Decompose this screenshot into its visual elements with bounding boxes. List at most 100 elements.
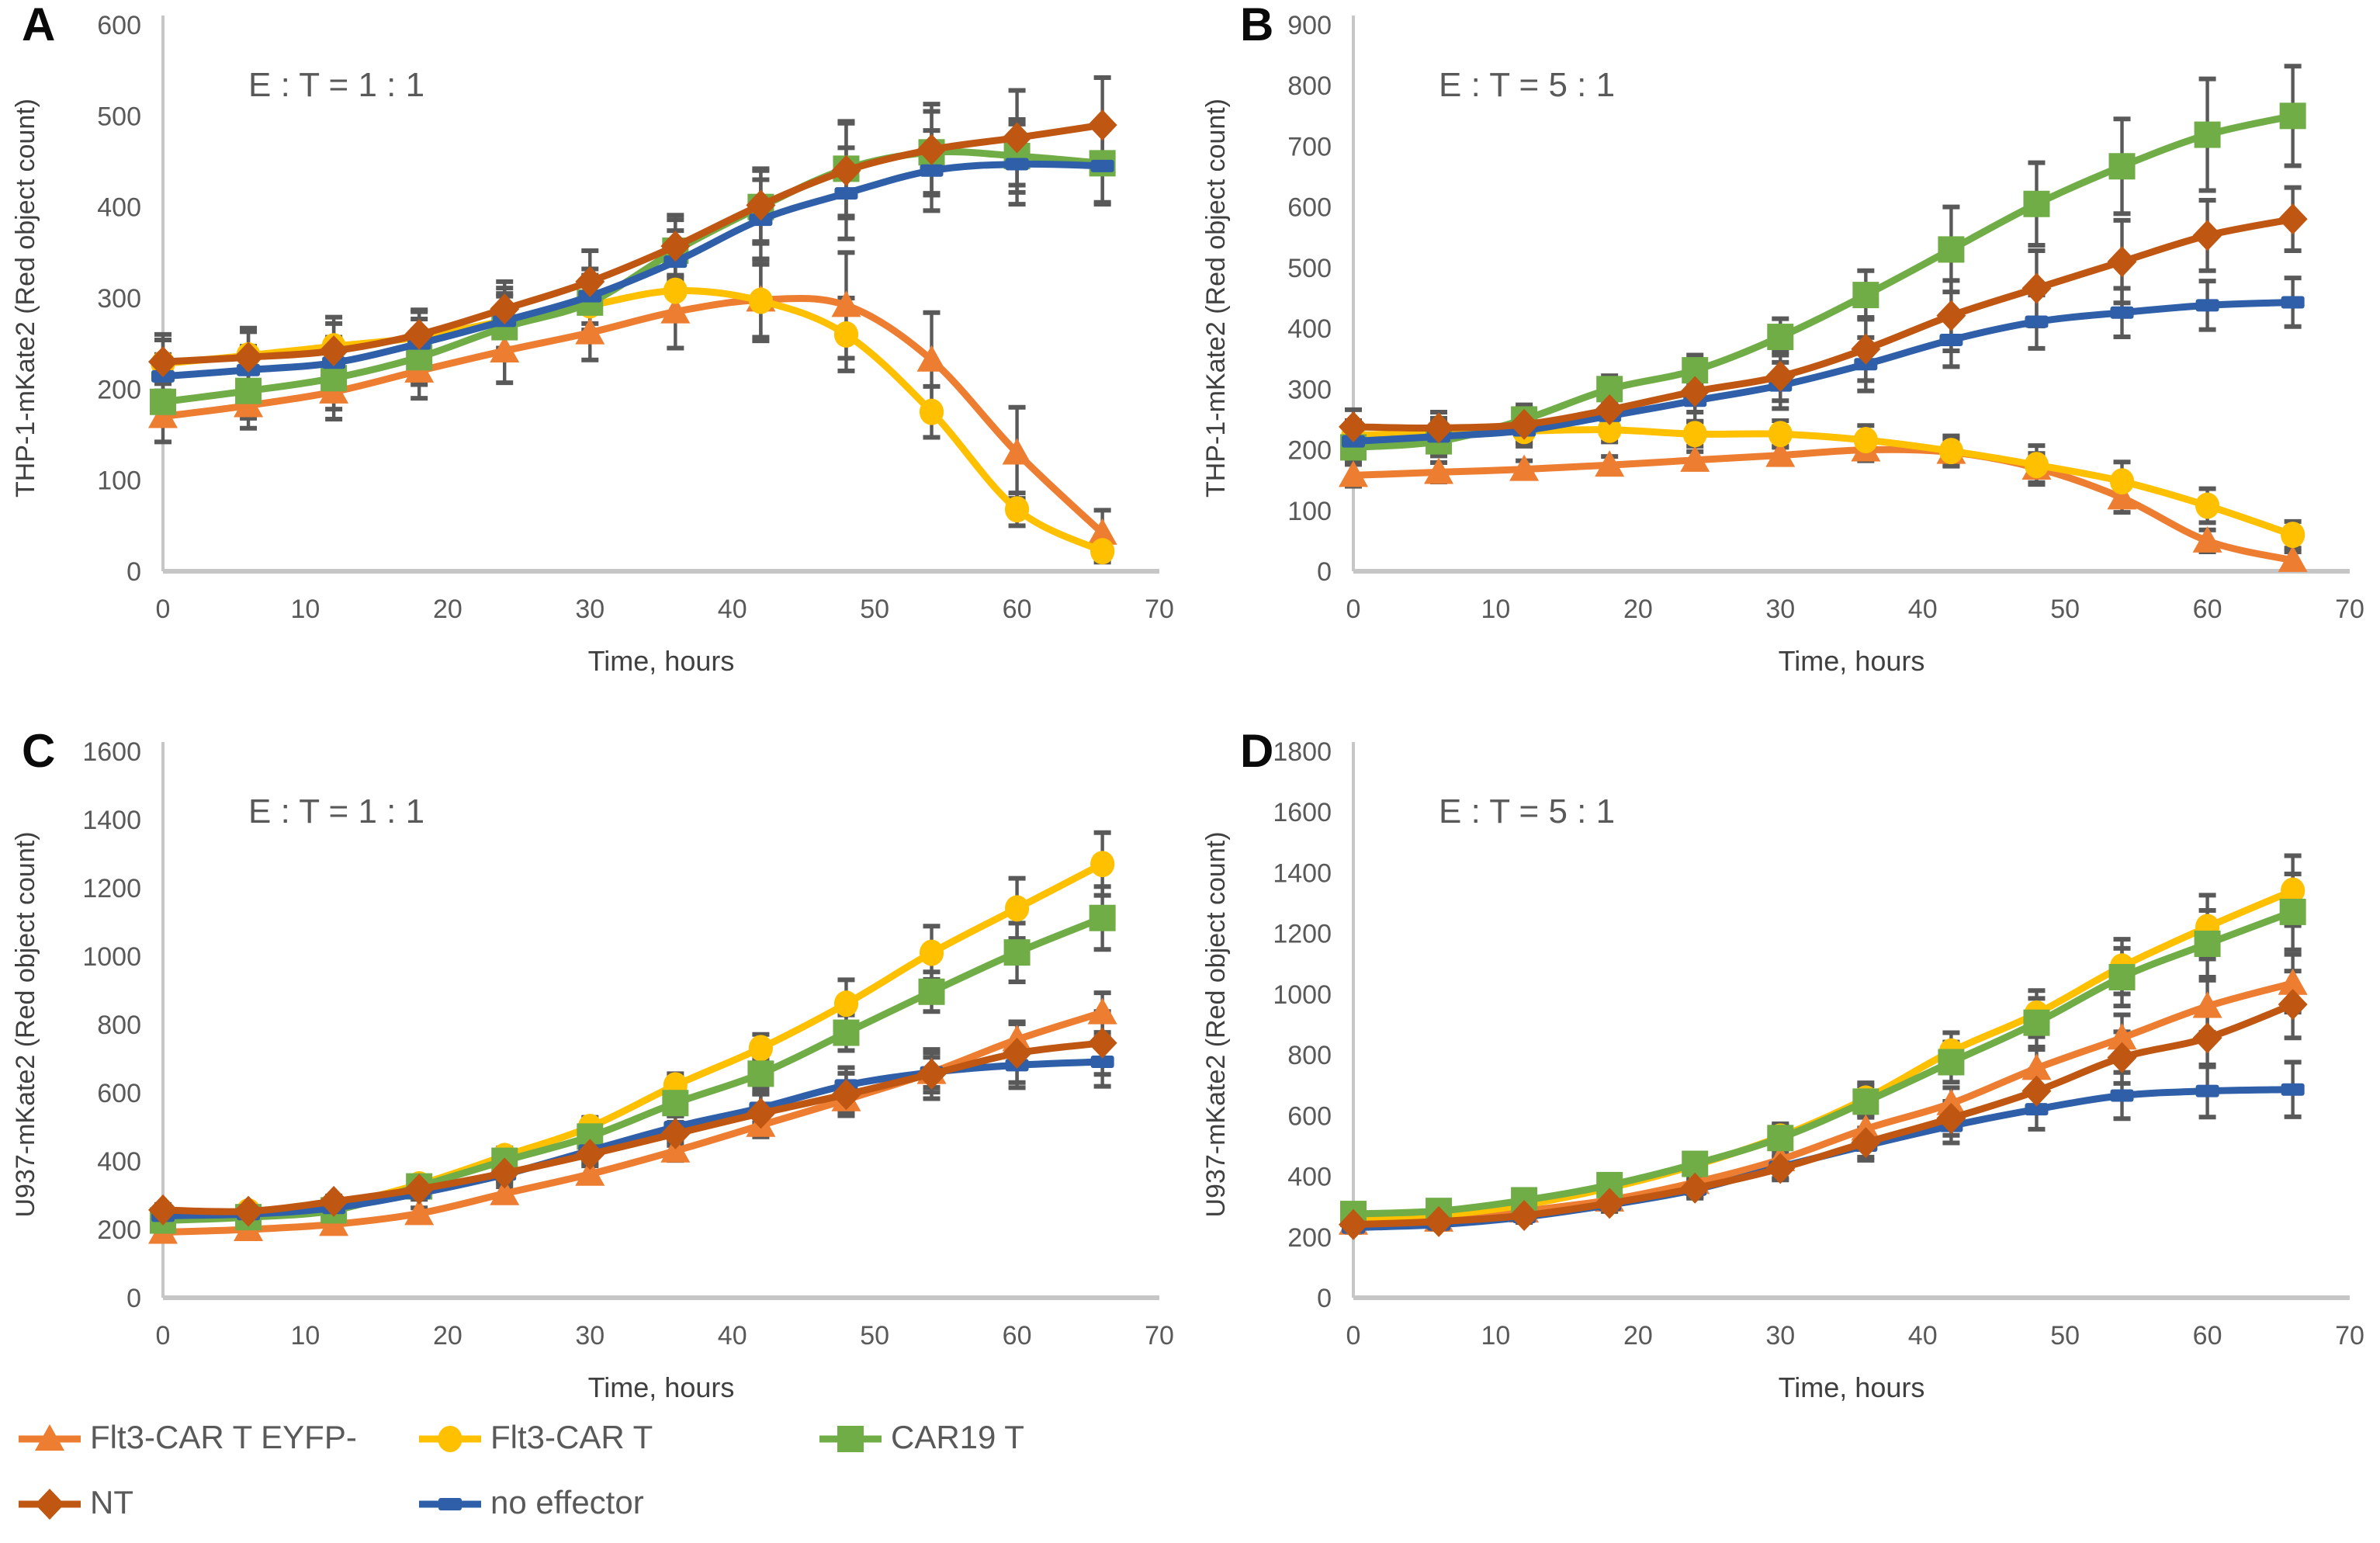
svg-text:10: 10 xyxy=(1481,1321,1511,1351)
legend-row-1: Flt3-CAR T EYFP- Flt3-CAR T CAR19 T xyxy=(19,1406,1571,1472)
panel-b-letter: B xyxy=(1240,0,1274,51)
svg-text:E : T = 1 : 1: E : T = 1 : 1 xyxy=(248,66,424,104)
svg-text:30: 30 xyxy=(1765,595,1795,624)
svg-text:700: 700 xyxy=(1287,132,1332,161)
svg-text:500: 500 xyxy=(97,102,141,131)
legend-item-flt3-car-t: Flt3-CAR T xyxy=(419,1420,819,1458)
svg-text:400: 400 xyxy=(97,1147,141,1177)
svg-text:40: 40 xyxy=(718,595,747,624)
svg-text:1200: 1200 xyxy=(1273,920,1332,949)
panel-b: B 0 100 200 300 400 500 600 700 800 900 0 10 20 30 40 5… xyxy=(1190,0,2380,706)
svg-text:1600: 1600 xyxy=(1273,798,1332,827)
svg-text:30: 30 xyxy=(575,595,605,624)
panel-d-letter: D xyxy=(1240,726,1274,778)
svg-text:60: 60 xyxy=(1003,595,1032,624)
triangle-marker-icon xyxy=(19,1420,81,1458)
svg-text:100: 100 xyxy=(1287,497,1332,526)
svg-text:0: 0 xyxy=(1317,557,1332,587)
svg-text:70: 70 xyxy=(1145,595,1174,624)
circle-marker-icon xyxy=(419,1420,481,1458)
square-marker-icon xyxy=(819,1420,882,1458)
panel-d: D 0 200 400 600 800 1000 1200 1400 1600 1800 0 10 20… xyxy=(1190,726,2380,1433)
legend-label: CAR19 T xyxy=(891,1420,1024,1456)
legend-label: Flt3-CAR T xyxy=(490,1420,653,1456)
svg-text:0: 0 xyxy=(1346,1321,1361,1351)
svg-text:10: 10 xyxy=(291,595,320,624)
svg-text:50: 50 xyxy=(2050,1321,2080,1351)
svg-text:THP-1-mKate2 (Red object count: THP-1-mKate2 (Red object count) xyxy=(11,99,40,498)
svg-text:0: 0 xyxy=(156,1321,171,1351)
svg-text:THP-1-mKate2 (Red object count: THP-1-mKate2 (Red object count) xyxy=(1201,99,1231,498)
svg-text:70: 70 xyxy=(2335,1321,2364,1351)
svg-text:20: 20 xyxy=(433,595,462,624)
chart-thp1-1to1: 0 100 200 300 400 500 600 0 10 20 30 40 50 60 70 Time, … xyxy=(0,0,1190,706)
svg-text:40: 40 xyxy=(1908,595,1938,624)
svg-text:E : T = 5 : 1: E : T = 5 : 1 xyxy=(1439,792,1615,830)
svg-text:60: 60 xyxy=(2193,595,2222,624)
svg-text:30: 30 xyxy=(1765,1321,1795,1351)
chart-thp1-5to1: 0 100 200 300 400 500 600 700 800 900 0 10 20 30 40 50 6… xyxy=(1190,0,2380,706)
svg-text:300: 300 xyxy=(97,284,141,314)
svg-text:300: 300 xyxy=(1287,375,1332,404)
panel-c-letter: C xyxy=(22,726,56,778)
svg-text:600: 600 xyxy=(1287,193,1332,223)
legend-item-no-effector: no effector xyxy=(419,1486,644,1523)
svg-text:Time, hours: Time, hours xyxy=(1779,645,1925,677)
svg-text:20: 20 xyxy=(1623,1321,1653,1351)
svg-text:1800: 1800 xyxy=(1273,737,1332,767)
svg-text:60: 60 xyxy=(2193,1321,2222,1351)
svg-text:400: 400 xyxy=(97,193,141,223)
svg-text:0: 0 xyxy=(126,557,141,587)
svg-text:100: 100 xyxy=(97,466,141,496)
panel-a-letter: A xyxy=(22,0,56,51)
svg-text:800: 800 xyxy=(1287,1041,1332,1070)
svg-text:20: 20 xyxy=(433,1321,462,1351)
svg-text:60: 60 xyxy=(1003,1321,1032,1351)
legend: Flt3-CAR T EYFP- Flt3-CAR T CAR19 T NT xyxy=(19,1406,1571,1537)
legend-label: no effector xyxy=(490,1486,644,1521)
legend-item-nt: NT xyxy=(19,1486,419,1523)
svg-text:Time, hours: Time, hours xyxy=(588,645,735,677)
svg-text:1000: 1000 xyxy=(1273,980,1332,1010)
svg-text:50: 50 xyxy=(2050,595,2080,624)
svg-text:0: 0 xyxy=(126,1284,141,1313)
svg-text:1000: 1000 xyxy=(82,942,141,972)
chart-u937-1to1: 0 200 400 600 800 1000 1200 1400 1600 0 10 20 30 40 50… xyxy=(0,726,1190,1433)
svg-text:600: 600 xyxy=(97,1079,141,1108)
svg-text:0: 0 xyxy=(156,595,171,624)
svg-text:E : T = 5 : 1: E : T = 5 : 1 xyxy=(1439,66,1615,104)
svg-text:70: 70 xyxy=(2335,595,2364,624)
svg-text:Time, hours: Time, hours xyxy=(1779,1371,1925,1403)
svg-text:1600: 1600 xyxy=(82,737,141,767)
svg-text:400: 400 xyxy=(1287,1163,1332,1192)
svg-text:600: 600 xyxy=(1287,1101,1332,1131)
svg-text:U937-mKate2 (Red object count): U937-mKate2 (Red object count) xyxy=(11,831,40,1217)
svg-text:10: 10 xyxy=(291,1321,320,1351)
svg-text:40: 40 xyxy=(1908,1321,1938,1351)
svg-text:Time, hours: Time, hours xyxy=(588,1371,735,1403)
legend-label: Flt3-CAR T EYFP- xyxy=(90,1420,357,1456)
legend-row-2: NT no effector xyxy=(19,1472,1571,1537)
svg-text:40: 40 xyxy=(718,1321,747,1351)
svg-text:200: 200 xyxy=(1287,436,1332,466)
svg-text:0: 0 xyxy=(1346,595,1361,624)
svg-text:400: 400 xyxy=(1287,314,1332,344)
svg-text:900: 900 xyxy=(1287,11,1332,40)
svg-text:1400: 1400 xyxy=(82,806,141,835)
panel-a: A 0 100 200 300 400 500 600 0 10 20 30 40 50 60 70 Time… xyxy=(0,0,1190,706)
svg-text:20: 20 xyxy=(1623,595,1653,624)
svg-text:50: 50 xyxy=(860,1321,889,1351)
dash-marker-icon xyxy=(419,1486,481,1523)
diamond-marker-icon xyxy=(19,1486,81,1523)
svg-text:200: 200 xyxy=(97,375,141,404)
svg-text:U937-mKate2 (Red object count): U937-mKate2 (Red object count) xyxy=(1201,831,1231,1217)
svg-text:1400: 1400 xyxy=(1273,858,1332,888)
chart-u937-5to1: 0 200 400 600 800 1000 1200 1400 1600 1800 0 10 20 30… xyxy=(1190,726,2380,1433)
svg-text:0: 0 xyxy=(1317,1284,1332,1313)
panel-c: C 0 200 400 600 800 1000 1200 1400 1600 0 10 20 30 40… xyxy=(0,726,1190,1433)
legend-label: NT xyxy=(90,1486,133,1521)
svg-text:30: 30 xyxy=(575,1321,605,1351)
svg-text:E : T = 1 : 1: E : T = 1 : 1 xyxy=(248,792,424,830)
